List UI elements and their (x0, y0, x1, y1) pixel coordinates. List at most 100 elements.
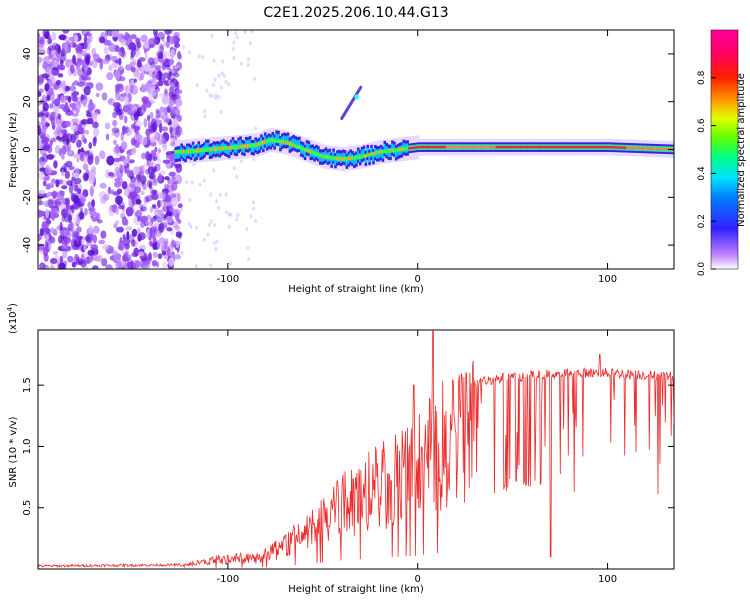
heatmap-speckle (245, 227, 249, 232)
heatmap-speckle (250, 30, 254, 34)
heatmap-ridge-core (636, 146, 639, 150)
heatmap-speckle (254, 126, 258, 131)
heatmap-speckle (168, 68, 173, 75)
heatmap-ridge-core (413, 146, 417, 149)
heatmap-ridge-core (212, 147, 216, 152)
heatmap-speckle (116, 188, 123, 194)
heatmap-speckle (137, 174, 141, 184)
heatmap-ridge-core (389, 148, 392, 153)
heatmap-ridge-core (315, 151, 318, 156)
heatmap-ridge-core (611, 146, 614, 149)
heatmap-ridge-mid (252, 143, 256, 153)
heatmap-ridge-core (510, 145, 514, 149)
heatmap-speckle (77, 123, 83, 133)
heatmap-speckle (227, 82, 231, 87)
heatmap-speckle (65, 133, 73, 143)
heatmap-speckle (136, 41, 142, 49)
heatmap-speckle (114, 177, 120, 183)
heatmap-speckle (44, 83, 50, 92)
heatmap-speckle (147, 121, 151, 130)
heatmap-speckle (50, 258, 58, 265)
heatmap-ridge-mid (279, 139, 282, 149)
heatmap-speckle (219, 109, 223, 114)
heatmap-speckle (62, 249, 68, 259)
heatmap-speckle (143, 202, 148, 213)
heatmap-ridge-core (430, 145, 434, 149)
heatmap-ridge-core (360, 154, 364, 159)
heatmap-speckle (160, 213, 166, 219)
heatmap-speckle (254, 219, 258, 224)
heatmap-speckle (38, 88, 45, 93)
heatmap-ridge-core (525, 145, 529, 149)
heatmap-ridge-core (305, 148, 309, 153)
heatmap-speckle (102, 58, 110, 65)
heatmap-ridge-core (470, 145, 474, 149)
heatmap-speckle (189, 224, 193, 229)
heatmap-ridge-core (622, 146, 626, 149)
heatmap-speckle (163, 201, 172, 207)
heatmap-speckle (209, 263, 213, 268)
heatmap-ridge-core (241, 144, 244, 149)
heatmap-ridge-core (552, 145, 556, 149)
heatmap-speckle (85, 149, 90, 155)
heatmap-speckle (252, 157, 256, 162)
heatmap-ridge-core (425, 145, 428, 149)
heatmap-ridge-mid (286, 135, 290, 145)
heatmap-speckle (38, 61, 41, 66)
heatmap-ridge-core (495, 145, 499, 149)
heatmap-speckle (187, 50, 191, 55)
heatmap-speckle (197, 54, 201, 59)
heatmap-ridge-core (522, 145, 525, 149)
heatmap-speckle (61, 198, 70, 205)
heatmap-ridge-core (400, 147, 404, 152)
heatmap-ridge-core (343, 156, 347, 161)
heatmap-speckle (146, 228, 150, 239)
heatmap-speckle (92, 265, 99, 269)
heatmap-speckle (219, 85, 223, 90)
heatmap-speckle (64, 101, 69, 111)
heatmap-ridge-core (427, 145, 430, 149)
heatmap-speckle (144, 220, 153, 226)
heatmap-ridge-mid (353, 155, 356, 166)
heatmap-speckle (215, 239, 219, 244)
heatmap-ridge-core (603, 145, 607, 149)
heatmap-ridge-mid (368, 152, 371, 163)
heatmap-speckle (129, 181, 135, 189)
heatmap-speckle (139, 175, 147, 185)
heatmap-ridge-core (186, 149, 189, 154)
heatmap-ridge-core (607, 145, 611, 149)
heatmap-speckle (49, 103, 54, 109)
spectrogram-xlabel: Height of straight line (km) (288, 284, 424, 295)
heatmap-speckle (48, 241, 52, 251)
heatmap-speckle (161, 63, 167, 70)
snr-xlabel: Height of straight line (km) (288, 584, 424, 595)
heatmap-ridge-core (404, 146, 408, 151)
heatmap-speckle (170, 48, 175, 58)
heatmap-speckle (45, 208, 50, 219)
heatmap-speckle (113, 253, 121, 263)
heatmap-speckle (117, 50, 122, 56)
heatmap-speckle (208, 93, 212, 98)
heatmap-speckle (218, 192, 222, 197)
heatmap-speckle (61, 185, 68, 190)
heatmap-ridge-core (615, 146, 618, 149)
heatmap-ridge-core (651, 147, 654, 150)
colorbar-tick-label: 0.0 (697, 262, 707, 277)
colorbar-ticks: 0.0 0.2 0.4 0.6 0.8 (697, 70, 716, 276)
heatmap-ridge-core (290, 142, 294, 147)
heatmap-speckle (46, 191, 51, 200)
heatmap-speckle (58, 262, 66, 269)
heatmap-ridge-core (214, 147, 218, 151)
snr-frame (37, 329, 675, 570)
heatmap-speckle (147, 37, 156, 48)
heatmap-speckle (139, 136, 148, 146)
heatmap-speckle (120, 49, 127, 59)
heatmap-ridge-core (647, 147, 651, 150)
heatmap-speckle (106, 72, 114, 81)
heatmap-speckle (152, 235, 157, 244)
heatmap-speckle (61, 169, 65, 177)
heatmap-ridge-core (180, 149, 183, 154)
heatmap-speckle (158, 172, 163, 183)
heatmap-speckle (180, 207, 184, 212)
heatmap-speckle (145, 100, 152, 109)
